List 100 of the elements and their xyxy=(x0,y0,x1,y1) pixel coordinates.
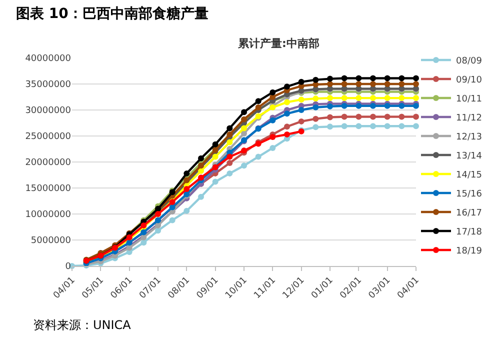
point xyxy=(255,104,262,110)
point xyxy=(398,114,405,120)
point xyxy=(327,124,333,130)
point xyxy=(370,75,376,82)
point xyxy=(341,75,348,82)
chart-subtitle: 累计产量:中南部 xyxy=(237,37,320,50)
point xyxy=(241,109,247,116)
point xyxy=(212,178,218,185)
point xyxy=(284,110,290,117)
legend-label: 16/17 xyxy=(456,208,482,219)
point xyxy=(356,81,362,87)
chart-title: 图表 10：巴西中南部食糖产量 xyxy=(16,5,208,22)
legend-label: 14/15 xyxy=(456,170,482,181)
legend-label: 10/11 xyxy=(456,94,482,105)
point xyxy=(226,160,233,166)
point xyxy=(398,75,405,82)
y-tick-label: 30000000 xyxy=(25,106,72,116)
point xyxy=(270,134,276,140)
point xyxy=(169,217,176,224)
point xyxy=(384,81,390,87)
point xyxy=(327,103,333,110)
point xyxy=(270,144,276,151)
point xyxy=(298,96,304,103)
point xyxy=(198,194,204,200)
point xyxy=(255,98,262,104)
legend-label: 12/13 xyxy=(456,132,482,143)
point xyxy=(356,75,362,82)
point xyxy=(284,99,290,106)
point xyxy=(284,131,290,138)
point xyxy=(327,76,333,82)
point xyxy=(241,125,247,132)
point xyxy=(413,95,419,102)
point xyxy=(312,104,319,110)
y-tick-label: 25000000 xyxy=(25,132,72,142)
point xyxy=(413,75,419,82)
point xyxy=(327,95,333,102)
point xyxy=(255,154,262,160)
point xyxy=(226,139,233,146)
point xyxy=(241,162,247,169)
point xyxy=(370,81,376,87)
point xyxy=(184,177,190,184)
point xyxy=(212,141,218,148)
point xyxy=(312,76,319,83)
point xyxy=(356,123,362,130)
point xyxy=(370,95,376,102)
point xyxy=(312,96,319,102)
legend-label: 18/19 xyxy=(456,246,482,257)
point xyxy=(226,125,233,132)
point xyxy=(270,117,276,124)
point xyxy=(155,228,161,234)
point xyxy=(198,168,204,174)
point xyxy=(284,84,290,90)
point xyxy=(184,208,190,214)
point xyxy=(284,124,290,130)
text: 资料来源：UNICA xyxy=(33,318,132,332)
point xyxy=(298,118,304,124)
point xyxy=(384,114,390,120)
legend-label: 13/14 xyxy=(456,152,482,162)
y-tick-label: 5000000 xyxy=(30,236,72,246)
legend-label: 15/16 xyxy=(456,190,482,200)
point xyxy=(356,114,362,120)
point xyxy=(140,240,147,246)
point xyxy=(198,155,204,162)
point xyxy=(327,114,333,120)
point xyxy=(327,81,333,87)
point xyxy=(341,114,348,120)
y-tick-label: 0 xyxy=(65,262,72,272)
point xyxy=(270,89,276,96)
point xyxy=(413,81,419,87)
y-tick-label: 40000000 xyxy=(25,54,72,64)
legend-label: 11/12 xyxy=(456,114,482,124)
point xyxy=(384,123,390,130)
legend-label: 17/18 xyxy=(456,228,482,238)
y-tick-label: 20000000 xyxy=(25,158,72,168)
y-tick-label: 10000000 xyxy=(25,210,72,220)
point xyxy=(398,95,405,102)
y-tick-label: 15000000 xyxy=(25,184,72,194)
point xyxy=(370,114,376,120)
point xyxy=(184,170,190,176)
point xyxy=(384,95,390,102)
point xyxy=(312,124,319,130)
point xyxy=(298,107,304,113)
point xyxy=(384,75,390,82)
point xyxy=(398,81,405,87)
point xyxy=(184,186,190,192)
legend-label: 08/09 xyxy=(456,56,482,67)
point xyxy=(212,154,218,160)
point xyxy=(298,78,304,85)
point xyxy=(341,123,348,130)
point xyxy=(198,174,204,181)
y-tick-label: 35000000 xyxy=(25,80,72,90)
point xyxy=(341,81,348,87)
point xyxy=(312,116,319,122)
legend-label: 09/10 xyxy=(456,76,482,86)
point xyxy=(413,114,419,120)
point xyxy=(226,170,233,176)
point xyxy=(370,123,376,130)
point xyxy=(413,123,419,130)
point xyxy=(341,95,348,102)
point xyxy=(356,95,362,102)
